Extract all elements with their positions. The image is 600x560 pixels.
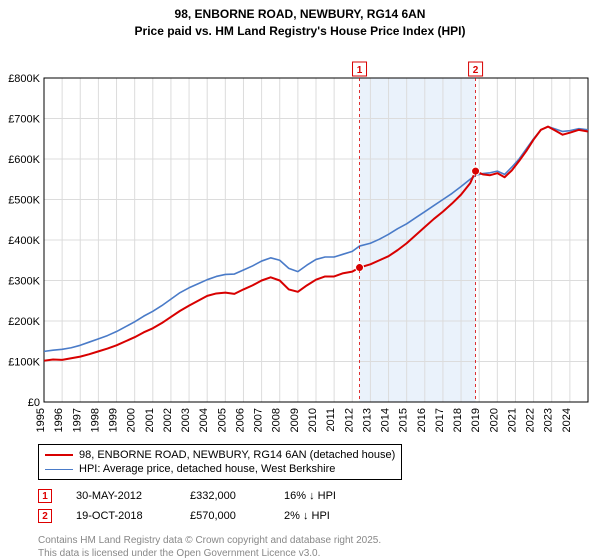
legend-row: HPI: Average price, detached house, West… [45,462,395,476]
y-tick-label: £400K [8,235,40,247]
sale-diff: 2% ↓ HPI [284,510,374,522]
x-tick-label: 2001 [144,408,156,432]
chart-area: £0 £100K £200K £300K £400K £500K £600K £700K £80… [0,40,600,440]
legend-label: 98, ENBORNE ROAD, NEWBURY, RG14 6AN (det… [79,448,395,462]
legend-swatch [45,469,73,470]
sale-date: 19-OCT-2018 [76,510,166,522]
x-tick-label: 2021 [506,408,518,432]
sale-row: 1 30-MAY-2012 £332,000 16% ↓ HPI [38,486,588,506]
x-tick-label: 2020 [488,408,500,432]
sales-table: 1 30-MAY-2012 £332,000 16% ↓ HPI 2 19-OCT-201… [38,486,588,526]
x-tick-label: 1996 [53,408,65,432]
x-tick-label: 2012 [343,408,355,432]
x-tick-label: 1995 [35,408,47,432]
y-tick-label: £200K [8,316,40,328]
sale-marker-2: 2 [473,65,479,76]
x-tick-label: 2006 [234,408,246,432]
sale-price: £332,000 [190,490,260,502]
sale-price: £570,000 [190,510,260,522]
y-tick-label: £600K [8,154,40,166]
legend-label: HPI: Average price, detached house, West… [79,462,335,476]
sale-date: 30-MAY-2012 [76,490,166,502]
chart-title: 98, ENBORNE ROAD, NEWBURY, RG14 6AN Pric… [0,0,600,40]
footnote: Contains HM Land Registry data © Crown c… [38,534,588,560]
sale-row-marker: 2 [38,509,52,523]
x-tick-label: 2000 [126,408,138,432]
x-tick-label: 2005 [216,408,228,432]
x-tick-label: 2002 [162,408,174,432]
x-tick-label: 2017 [434,408,446,432]
x-tick-label: 2009 [289,408,301,432]
line-chart: £0 £100K £200K £300K £400K £500K £600K £700K £80… [0,40,600,440]
sale-row: 2 19-OCT-2018 £570,000 2% ↓ HPI [38,506,588,526]
y-tick-label: £800K [8,73,40,85]
title-line1: 98, ENBORNE ROAD, NEWBURY, RG14 6AN [175,7,426,21]
x-tick-label: 1998 [89,408,101,432]
x-tick-label: 2023 [543,408,555,432]
y-tick-label: £700K [8,113,40,125]
x-tick-label: 1997 [71,408,83,432]
footnote-line2: This data is licensed under the Open Gov… [38,548,320,559]
x-tick-label: 2016 [416,408,428,432]
y-tick-label: £300K [8,275,40,287]
x-tick-label: 2019 [470,408,482,432]
x-tick-label: 2011 [325,408,337,432]
legend-swatch [45,454,73,456]
x-tick-label: 2013 [361,408,373,432]
x-tick-label: 2014 [380,408,392,432]
y-tick-label: £0 [28,397,40,409]
x-tick-label: 2024 [561,408,573,432]
legend: 98, ENBORNE ROAD, NEWBURY, RG14 6AN (det… [38,444,402,481]
sale-row-marker: 1 [38,489,52,503]
x-tick-label: 2010 [307,408,319,432]
x-tick-label: 2003 [180,408,192,432]
sale-marker-1: 1 [357,65,363,76]
x-tick-label: 2007 [253,408,265,432]
legend-row: 98, ENBORNE ROAD, NEWBURY, RG14 6AN (det… [45,448,395,462]
footnote-line1: Contains HM Land Registry data © Crown c… [38,535,381,546]
x-tick-label: 2018 [452,408,464,432]
y-tick-label: £500K [8,194,40,206]
x-tick-label: 2004 [198,408,210,432]
x-tick-label: 2015 [398,408,410,432]
x-tick-label: 2022 [525,408,537,432]
x-tick-label: 1999 [108,408,120,432]
title-line2: Price paid vs. HM Land Registry's House … [135,24,466,38]
sale-diff: 16% ↓ HPI [284,490,374,502]
x-tick-label: 2008 [271,408,283,432]
y-tick-label: £100K [8,356,40,368]
